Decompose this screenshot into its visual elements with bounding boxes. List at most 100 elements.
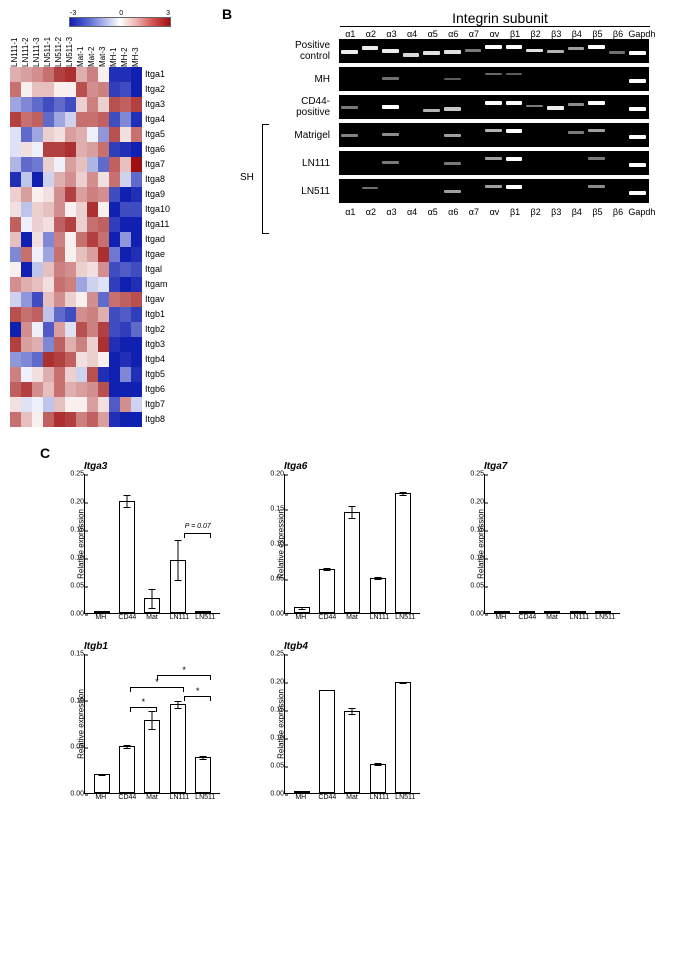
x-label: LN511: [195, 794, 211, 801]
heatmap-cell: [87, 187, 98, 202]
heatmap-row-label: Itga5: [145, 127, 170, 142]
significance-label: *: [142, 697, 146, 707]
heatmap-cell: [65, 217, 76, 232]
gel-lane-header: α2: [361, 29, 382, 39]
gel-lane-header: α4: [402, 207, 423, 217]
heatmap-cell: [76, 127, 87, 142]
x-labels: MHCD44MatLN111LN511: [284, 794, 420, 801]
heatmap-cell: [32, 277, 43, 292]
panel-c-charts: C Itga3Relative expression0.000.050.100.…: [10, 445, 664, 801]
heatmap-cell: [43, 112, 54, 127]
bar: [94, 611, 110, 613]
gel-lane: [421, 123, 442, 147]
heatmap-cell: [120, 142, 131, 157]
heatmap-cell: [120, 172, 131, 187]
heatmap-cell: [32, 82, 43, 97]
bar: [344, 711, 360, 793]
error-bar: [352, 506, 353, 519]
gel-lane: [504, 123, 525, 147]
heatmap-cell: [21, 172, 32, 187]
gel-lane: [627, 179, 648, 203]
x-label: LN511: [595, 614, 611, 621]
gel-lane-header: α3: [381, 207, 402, 217]
heatmap-cell: [21, 412, 32, 427]
heatmap-cell: [120, 157, 131, 172]
heatmap-row-label: Itgb5: [145, 367, 170, 382]
heatmap-cell: [21, 397, 32, 412]
heatmap-col-label: LN511-2: [54, 29, 65, 67]
heatmap-cell: [54, 217, 65, 232]
heatmap-cell: [32, 322, 43, 337]
heatmap-cell: [10, 412, 21, 427]
heatmap-cell: [54, 292, 65, 307]
heatmap-cell: [120, 322, 131, 337]
heatmap-cell: [65, 157, 76, 172]
heatmap-cell: [120, 217, 131, 232]
plot-wrap: Relative expression0.000.050.100.150.200…: [250, 654, 420, 794]
heatmap-cell: [32, 187, 43, 202]
heatmap-cell: [65, 412, 76, 427]
y-tick: 0.05: [270, 576, 284, 583]
heatmap-cell: [131, 157, 142, 172]
bar: [395, 493, 411, 613]
heatmap-cell: [43, 217, 54, 232]
bar: [294, 791, 310, 793]
gel-lane-header: β2: [525, 207, 546, 217]
heatmap-cell: [10, 67, 21, 82]
gel-band: [444, 50, 461, 54]
plot-wrap: Relative expression0.000.050.100.15****: [50, 654, 220, 794]
heatmap-cell: [32, 292, 43, 307]
heatmap-row-label: Itgb7: [145, 397, 170, 412]
gel-lane: [607, 151, 628, 175]
gel-lane: [339, 39, 360, 63]
heatmap-cell: [120, 232, 131, 247]
chart-title: Itgb1: [84, 641, 220, 652]
gel-lane: [360, 151, 381, 175]
heatmap-row: [10, 292, 142, 307]
x-label: CD44: [518, 614, 534, 621]
heatmap-cell: [131, 97, 142, 112]
gel-band: [629, 191, 646, 195]
heatmap-cell: [21, 382, 32, 397]
heatmap-row-label: Itgb6: [145, 382, 170, 397]
heatmap-cell: [54, 262, 65, 277]
gel-lane-header: β3: [546, 207, 567, 217]
gel-band: [629, 107, 646, 111]
gel-band: [382, 105, 399, 109]
heatmap-cell: [10, 367, 21, 382]
gel-band: [485, 101, 502, 105]
heatmap-cell: [43, 172, 54, 187]
heatmap-cell: [32, 172, 43, 187]
gel-lane: [339, 179, 360, 203]
bar: [170, 560, 186, 613]
gel-band: [341, 50, 358, 54]
bar: [319, 690, 335, 793]
heatmap-cell: [131, 352, 142, 367]
heatmap-cell: [76, 157, 87, 172]
heatmap-cell: [131, 322, 142, 337]
gel-lane: [566, 39, 587, 63]
cbar-min: -3: [70, 10, 76, 17]
chart-title: Itga3: [84, 461, 220, 472]
y-tick: 0.05: [70, 583, 84, 590]
heatmap-col-label: MH-1: [109, 29, 120, 67]
gel-band: [362, 46, 379, 50]
heatmap-cell: [21, 112, 32, 127]
heatmap-col-labels: LN111-1LN111-2LN111-3LN511-1LN511-2LN511…: [10, 29, 210, 67]
gel-band: [382, 161, 399, 164]
heatmap-row-label: Itgb2: [145, 322, 170, 337]
gel-lane: [586, 39, 607, 63]
gel-lane-header: α1: [340, 29, 361, 39]
heatmap-cell: [43, 397, 54, 412]
gel-lane: [524, 39, 545, 63]
heatmap-row-label: Itgav: [145, 292, 170, 307]
heatmap-cell: [87, 397, 98, 412]
gel-lane: [380, 151, 401, 175]
y-tick: 0.10: [270, 541, 284, 548]
cbar-mid: 0: [119, 10, 123, 17]
heatmap-cell: [65, 337, 76, 352]
heatmap-cell: [131, 67, 142, 82]
heatmap-cell: [98, 352, 109, 367]
bar: [119, 746, 135, 793]
heatmap-col-label: MH-3: [131, 29, 142, 67]
